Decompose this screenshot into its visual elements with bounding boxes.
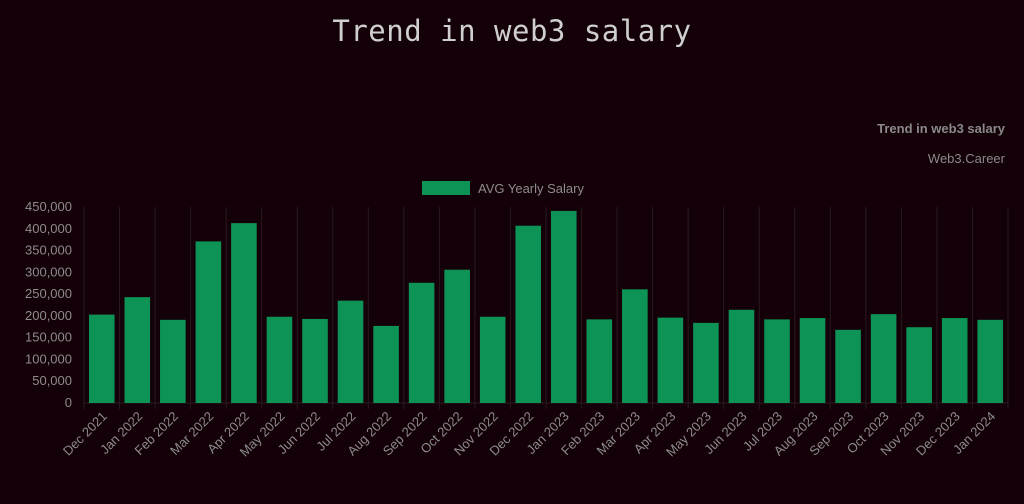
bar[interactable] <box>337 300 364 403</box>
bar[interactable] <box>124 297 151 403</box>
bar[interactable] <box>302 318 328 403</box>
legend[interactable]: AVG Yearly Salary <box>422 181 584 196</box>
bars <box>88 210 1004 403</box>
bar[interactable] <box>622 289 648 403</box>
y-tick-label: 200,000 <box>25 308 72 323</box>
bar[interactable] <box>373 325 399 403</box>
bar[interactable] <box>728 309 755 403</box>
bar[interactable] <box>799 318 826 403</box>
bar[interactable] <box>231 223 257 403</box>
legend-label[interactable]: AVG Yearly Salary <box>478 181 584 196</box>
bar[interactable] <box>550 210 577 403</box>
grid-lines <box>83 207 1009 409</box>
y-tick-label: 50,000 <box>32 373 72 388</box>
bar[interactable] <box>657 317 684 403</box>
bar[interactable] <box>586 319 613 403</box>
bar[interactable] <box>479 316 506 403</box>
bar[interactable] <box>764 319 790 403</box>
bar[interactable] <box>444 269 470 403</box>
bar[interactable] <box>693 322 719 403</box>
bar[interactable] <box>977 319 1004 403</box>
bar[interactable] <box>266 316 293 403</box>
bar[interactable] <box>88 314 115 403</box>
y-tick-label: 250,000 <box>25 286 72 301</box>
y-tick-label: 350,000 <box>25 243 72 258</box>
y-axis-ticks: 0 50,000 100,000 150,000 200,000 250,000 300,0… <box>25 199 72 410</box>
bar[interactable] <box>870 314 897 403</box>
page-title: Trend in web3 salary <box>332 14 692 48</box>
legend-swatch[interactable] <box>422 181 470 195</box>
bar[interactable] <box>195 241 222 403</box>
y-tick-label: 100,000 <box>25 351 72 366</box>
bar[interactable] <box>941 318 968 403</box>
bar[interactable] <box>408 282 435 403</box>
y-tick-label: 400,000 <box>25 221 72 236</box>
chart-title: Trend in web3 salary <box>877 121 1005 136</box>
bar[interactable] <box>515 225 542 403</box>
y-tick-label: 150,000 <box>25 330 72 345</box>
y-tick-label: 450,000 <box>25 199 72 214</box>
chart-subtitle: Web3.Career <box>927 151 1005 166</box>
y-tick-label: 300,000 <box>25 264 72 279</box>
bar[interactable] <box>835 329 861 403</box>
bar[interactable] <box>160 319 186 403</box>
y-tick-label: 0 <box>65 395 72 410</box>
bar[interactable] <box>906 327 932 403</box>
